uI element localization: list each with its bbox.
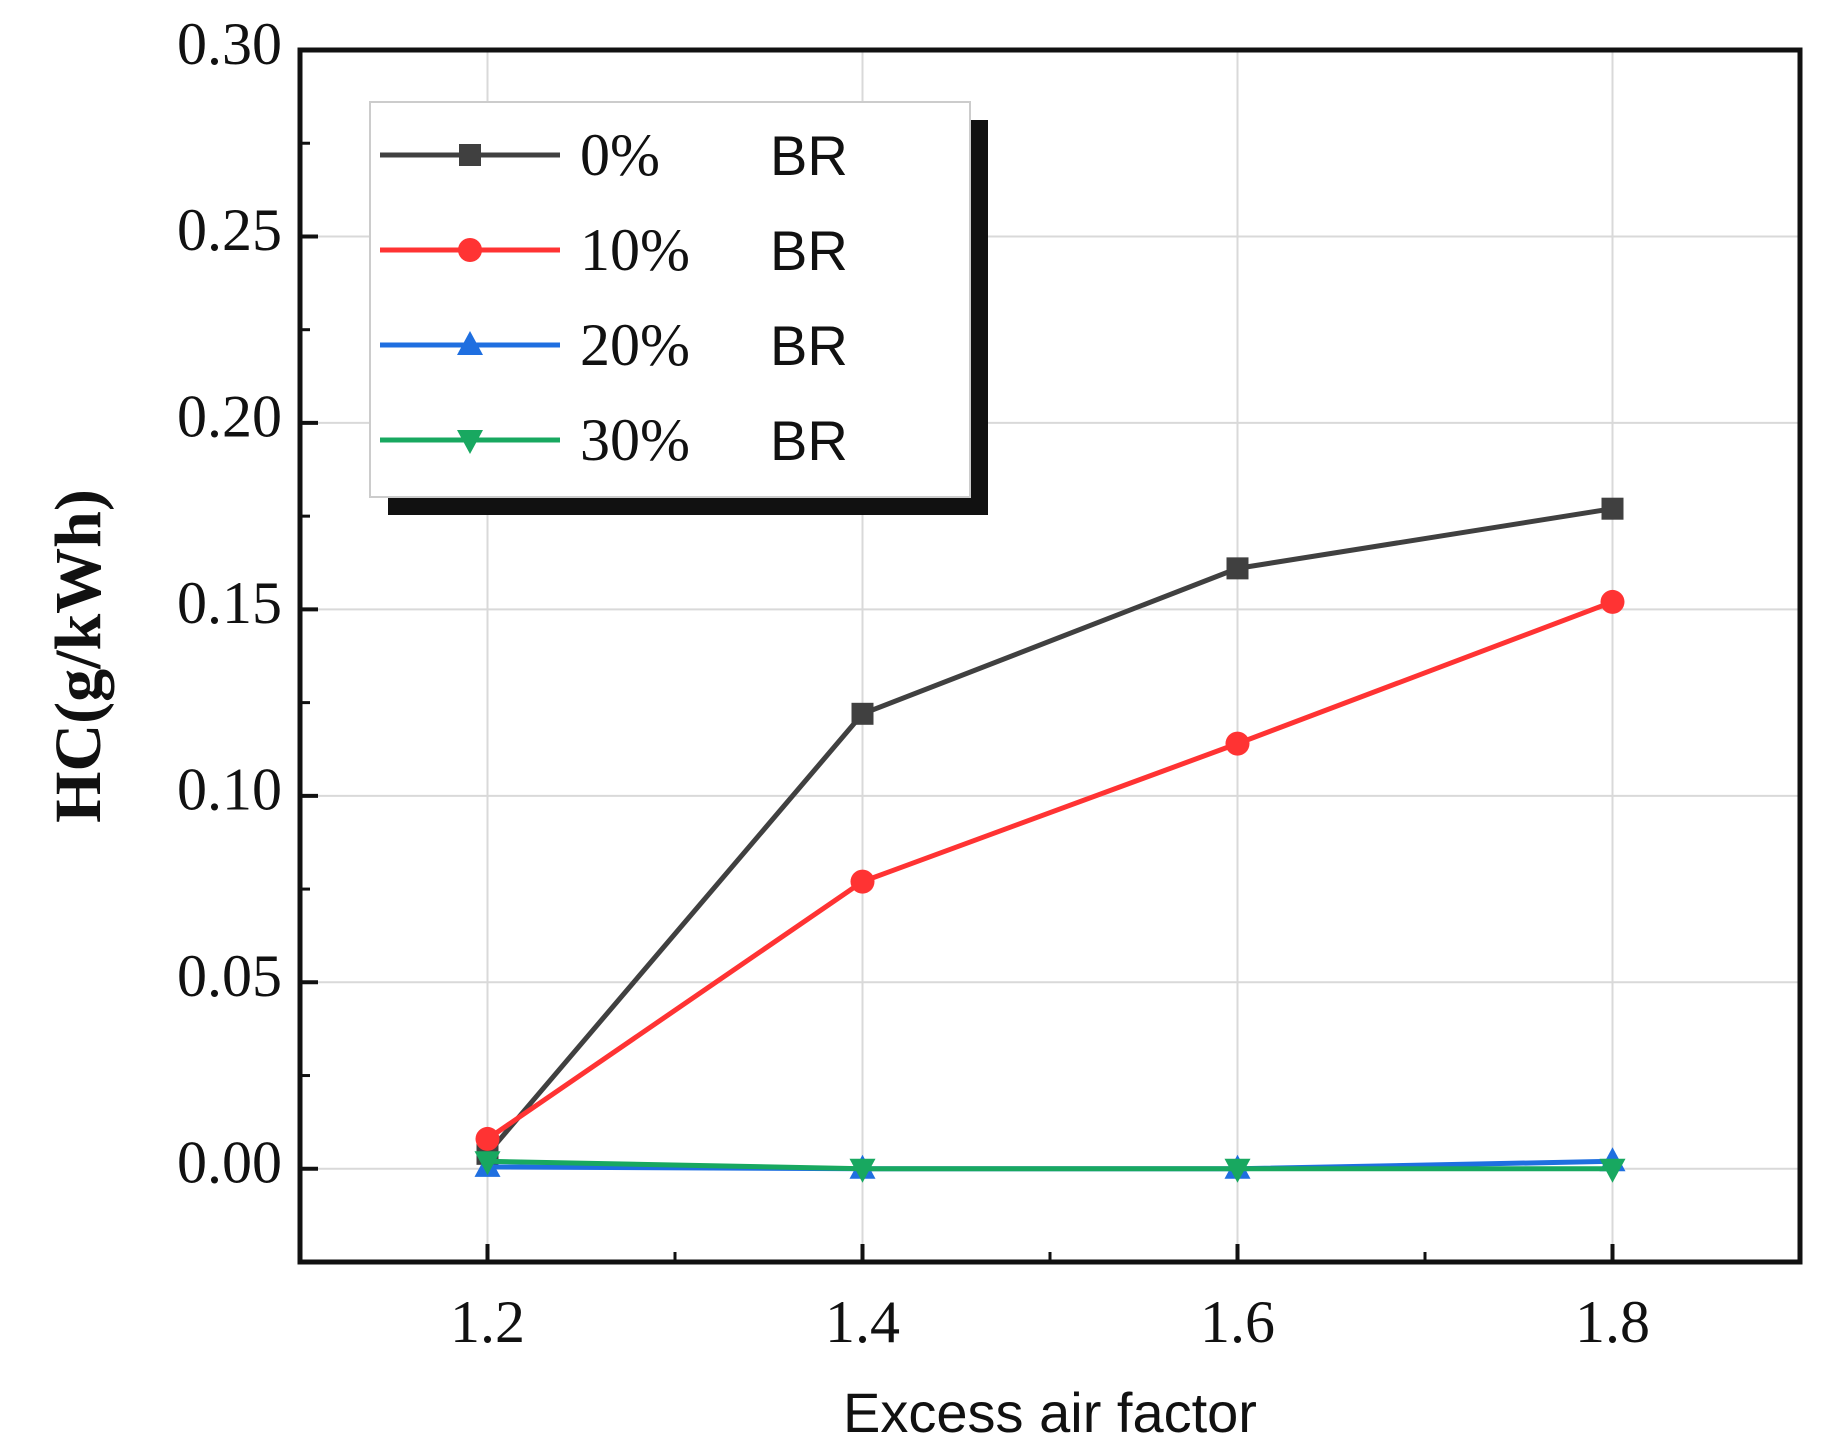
series-layer bbox=[474, 497, 1626, 1183]
legend-label: 30% bbox=[580, 407, 690, 473]
legend-label: 20% bbox=[580, 312, 690, 378]
legend: 0% BR 10% BR 20% BR 30% BR bbox=[369, 101, 988, 515]
data-point bbox=[1600, 589, 1625, 614]
data-point bbox=[850, 869, 875, 894]
x-tick-label: 1.8 bbox=[1575, 1289, 1650, 1355]
data-point bbox=[1224, 1158, 1251, 1183]
data-point bbox=[1226, 557, 1249, 580]
x-tick-label: 1.2 bbox=[450, 1289, 525, 1355]
legend-item: 20% BR bbox=[380, 312, 848, 378]
y-tick-label: 0.00 bbox=[177, 1130, 282, 1196]
series-1 bbox=[475, 589, 1625, 1151]
y-axis-title: HC(g/kWh) bbox=[42, 489, 115, 823]
data-point bbox=[474, 1151, 501, 1176]
series-3 bbox=[474, 1151, 1626, 1183]
x-tick-label: 1.4 bbox=[825, 1289, 900, 1355]
data-point bbox=[1601, 497, 1624, 520]
y-tick-label: 0.15 bbox=[177, 570, 282, 636]
legend-swatch-marker bbox=[457, 430, 483, 454]
legend-label: 10% bbox=[580, 217, 690, 283]
legend-item: 30% BR bbox=[380, 407, 848, 473]
data-point bbox=[1599, 1158, 1626, 1183]
legend-unit-label: BR bbox=[770, 409, 848, 472]
y-tick-label: 0.20 bbox=[177, 384, 282, 450]
legend-swatch-marker bbox=[459, 144, 481, 166]
y-tick-label: 0.25 bbox=[177, 197, 282, 263]
legend-unit-label: BR bbox=[770, 219, 848, 282]
y-tick-label: 0.05 bbox=[177, 943, 282, 1009]
legend-swatch-marker bbox=[457, 331, 483, 355]
data-point bbox=[849, 1158, 876, 1183]
data-point bbox=[475, 1126, 500, 1151]
series-line bbox=[486, 599, 1614, 1141]
legend-swatch-marker bbox=[458, 238, 482, 262]
legend-label: 0% bbox=[580, 122, 660, 188]
series-line bbox=[485, 506, 1613, 1156]
data-point bbox=[851, 702, 874, 725]
legend-unit-label: BR bbox=[770, 314, 848, 377]
data-point bbox=[1225, 731, 1250, 756]
y-tick-label: 0.10 bbox=[177, 757, 282, 823]
legend-item: 0% BR bbox=[380, 122, 848, 188]
ticks: 0.00 0.05 0.10 0.15 0.20 0.25 0.30 1.2 1.4 1.6 1.8 bbox=[177, 11, 1650, 1355]
y-tick-label: 0.30 bbox=[177, 11, 282, 77]
series-line bbox=[487, 1158, 1613, 1172]
x-tick-label: 1.6 bbox=[1200, 1289, 1275, 1355]
x-axis-title: Excess air factor bbox=[843, 1381, 1257, 1444]
legend-unit-label: BR bbox=[770, 124, 848, 187]
legend-item: 10% BR bbox=[380, 217, 848, 283]
series-0 bbox=[476, 497, 1624, 1165]
